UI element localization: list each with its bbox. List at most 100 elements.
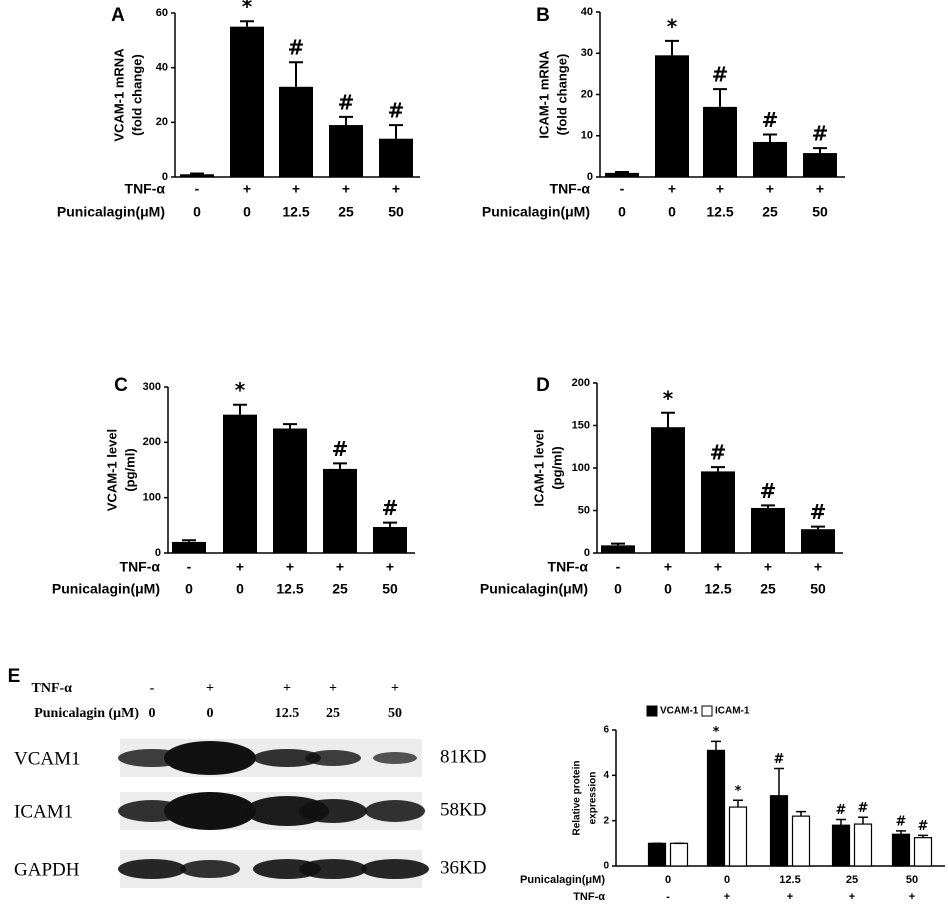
x-row-label: TNF-α [120,559,161,575]
x-tick-label: + [849,891,855,903]
significance-mark: * [242,0,253,19]
bar [706,749,726,867]
y-tick-label: 100 [143,492,161,504]
blot-lane-label: + [283,681,291,696]
x-row-label: Punicalagin(μM) [482,204,590,220]
blot-lane-label: 25 [326,706,340,721]
x-tick-label: + [668,181,676,197]
y-tick-label: 50 [578,504,590,516]
error-bar [190,172,204,175]
significance-mark: # [382,496,399,520]
significance-mark: * [663,386,674,410]
significance-mark: # [774,752,785,767]
bar [230,26,264,177]
blot-band [253,749,321,767]
error-bar [761,504,775,508]
x-tick-label: + [392,181,400,197]
x-tick-label: + [787,891,793,903]
panel-letter: C [114,375,128,396]
error-bar [858,816,868,825]
bar [703,106,737,177]
y-tick-label: 200 [143,436,161,448]
error-bar [713,88,727,107]
x-row-label: Punicalagin(μM) [52,581,160,597]
x-tick-label: - [187,559,192,575]
x-tick-label: + [342,181,350,197]
bar [172,541,206,553]
bar [803,153,837,177]
x-tick-label: 25 [332,581,348,597]
significance-mark: # [388,99,405,123]
x-tick-label: + [286,559,294,575]
x-tick-label: 25 [760,581,776,597]
x-tick-label: + [243,181,251,197]
x-row-label: TNF-α [548,559,589,575]
bar [655,55,689,177]
blot-lane-label: 50 [388,706,402,721]
y-axis-label: expression [588,772,599,825]
blot-band [164,792,256,830]
x-tick-label: - [616,559,621,575]
y-tick-label: 20 [156,116,168,128]
x-tick-label: + [714,559,722,575]
bar [379,138,413,177]
panel-letter: B [536,5,550,26]
x-tick-label: 0 [665,874,671,886]
y-tick-label: 4 [603,770,609,781]
error-bar [733,799,743,808]
bar [651,427,685,553]
x-tick-label: 0 [185,581,193,597]
error-bar [182,539,196,542]
x-tick-label: 0 [614,581,622,597]
x-tick-label: + [292,181,300,197]
panel-letter: A [111,5,125,26]
significance-mark: * [735,784,742,799]
x-tick-label: 0 [724,874,730,886]
error-bar [240,20,254,27]
error-bar [611,542,625,546]
y-tick-label: 0 [162,171,168,183]
x-tick-label: 0 [243,204,251,220]
error-bar [813,147,827,154]
x-tick-label: 25 [846,874,858,886]
x-tick-label: 50 [388,204,404,220]
error-bar [333,462,347,469]
y-tick-label: 2 [603,815,609,826]
bar [180,174,214,177]
y-tick-label: 0 [603,861,609,872]
significance-mark: # [858,801,869,816]
x-tick-label: 25 [338,204,354,220]
y-axis-label: VCAM-1 level [104,429,119,511]
bar [647,842,667,867]
band-size: 36KD [440,857,486,878]
x-tick-label: + [336,559,344,575]
y-tick-label: 30 [581,47,593,59]
x-row-label: Punicalagin(μM) [480,581,588,597]
x-tick-label: 12.5 [779,874,800,886]
significance-mark: # [812,122,829,146]
x-tick-label: - [195,181,200,197]
blot-row-label: TNF-α [32,681,73,696]
blot-band [299,799,367,823]
y-tick-label: 6 [603,725,609,736]
blot-lane-label: - [150,681,155,696]
band-name: ICAM1 [14,801,73,822]
legend-swatch [701,705,713,717]
significance-mark: # [332,437,349,461]
error-bar [339,115,353,126]
x-tick-label: + [766,181,774,197]
panel-letter: D [536,375,550,396]
x-tick-label: 0 [618,204,626,220]
x-tick-label: 50 [382,581,398,597]
blot-band [361,859,429,879]
bar [891,833,911,867]
panel-letter: E [8,666,21,687]
bar [601,545,635,553]
blot-band [180,860,240,878]
significance-mark: # [896,814,907,829]
error-bar [283,423,297,429]
error-bar [711,740,721,751]
error-bar [661,411,675,428]
significance-mark: # [760,479,777,503]
